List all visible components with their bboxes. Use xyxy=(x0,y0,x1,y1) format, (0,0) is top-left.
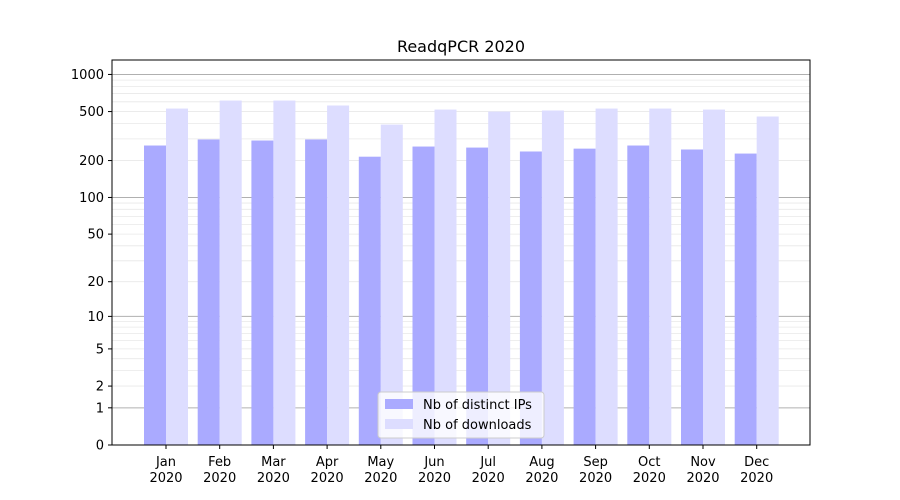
legend-box xyxy=(377,391,545,439)
x-tick-label: Sep xyxy=(583,455,608,470)
y-tick-label: 100 xyxy=(79,191,104,206)
y-tick-label: 10 xyxy=(87,310,104,325)
bar-downloads xyxy=(166,108,188,445)
bar-distinct-ips xyxy=(412,146,435,445)
x-tick-label: 2020 xyxy=(633,471,666,486)
y-tick-label: 50 xyxy=(87,228,104,243)
plot-frame xyxy=(111,59,811,446)
y-tick-label: 1 xyxy=(96,401,104,416)
y-tick-label: 0 xyxy=(96,439,104,454)
x-tick-label: Apr xyxy=(316,455,339,470)
x-tick-label: Feb xyxy=(208,455,231,470)
x-tick-label: Jun xyxy=(423,455,444,470)
x-tick-label: 2020 xyxy=(579,471,612,486)
x-tick-label: 2020 xyxy=(149,471,182,486)
x-tick-label: Dec xyxy=(744,455,769,470)
y-tick-label: 200 xyxy=(79,154,104,169)
x-tick-label: 2020 xyxy=(740,471,773,486)
x-tick-label: Nov xyxy=(690,455,716,470)
legend-swatch-ips xyxy=(385,399,413,409)
y-axis: 0 1 2 5 10 20 50 100 200 500 1000 xyxy=(71,68,112,454)
x-tick-label: May xyxy=(367,455,394,470)
x-tick-label: 2020 xyxy=(203,471,236,486)
bar-downloads xyxy=(756,116,779,445)
bar-distinct-ips xyxy=(251,140,274,446)
y-tick-label: 2 xyxy=(96,380,104,395)
bar-distinct-ips xyxy=(573,148,596,445)
x-tick-label: 2020 xyxy=(364,471,397,486)
x-tick-label: 2020 xyxy=(311,471,344,486)
x-tick-label: 2020 xyxy=(472,471,505,486)
bar-distinct-ips xyxy=(305,139,328,445)
x-tick-label: Mar xyxy=(261,455,286,470)
bar-distinct-ips xyxy=(197,139,220,445)
x-tick-label: 2020 xyxy=(525,471,558,486)
x-tick-label: Jul xyxy=(479,455,496,470)
x-axis: Jan2020Feb2020Mar2020Apr2020May2020Jun20… xyxy=(149,445,773,486)
chart-title: ReadqPCR 2020 xyxy=(397,37,525,56)
x-tick-label: Aug xyxy=(529,455,554,470)
legend-swatch-downloads xyxy=(385,419,413,429)
x-tick-label: 2020 xyxy=(686,471,719,486)
bar-distinct-ips xyxy=(519,151,542,446)
x-tick-label: Jan xyxy=(155,455,176,470)
bar-downloads xyxy=(380,124,403,445)
bar-distinct-ips xyxy=(627,145,650,446)
bar-distinct-ips xyxy=(358,156,381,446)
x-tick-label: Oct xyxy=(638,455,660,470)
bar-downloads xyxy=(434,109,457,446)
legend-label-downloads: Nb of downloads xyxy=(423,418,532,433)
bar-distinct-ips xyxy=(466,147,489,445)
bar-distinct-ips xyxy=(734,153,757,446)
bars xyxy=(144,100,779,446)
x-tick-label: 2020 xyxy=(418,471,451,486)
x-tick-label: 2020 xyxy=(257,471,290,486)
bar-downloads xyxy=(595,108,618,445)
y-tick-label: 5 xyxy=(96,342,104,357)
bar-downloads xyxy=(488,111,511,445)
bar-downloads xyxy=(703,109,725,446)
legend-label-ips: Nb of distinct IPs xyxy=(423,398,532,413)
y-tick-label: 1000 xyxy=(71,68,104,83)
bar-downloads xyxy=(327,105,350,446)
bar-downloads xyxy=(273,100,296,446)
y-tick-label: 20 xyxy=(87,275,104,290)
bar-downloads xyxy=(219,100,242,446)
y-tick-label: 500 xyxy=(79,105,104,120)
bar-downloads xyxy=(649,108,672,445)
bar-distinct-ips xyxy=(681,149,703,445)
bar-distinct-ips xyxy=(144,145,166,446)
bar-downloads xyxy=(541,110,564,446)
legend: Nb of distinct IPs Nb of downloads xyxy=(377,391,545,439)
